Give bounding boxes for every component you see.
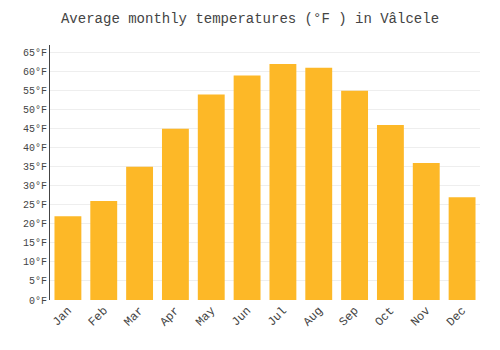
svg-text:Dec: Dec bbox=[444, 304, 469, 329]
svg-text:30°F: 30°F bbox=[23, 181, 47, 192]
svg-text:10°F: 10°F bbox=[23, 257, 47, 268]
svg-text:45°F: 45°F bbox=[23, 124, 47, 135]
svg-text:15°F: 15°F bbox=[23, 238, 47, 249]
svg-text:35°F: 35°F bbox=[23, 162, 47, 173]
svg-text:Feb: Feb bbox=[86, 304, 111, 329]
svg-text:0°F: 0°F bbox=[29, 296, 47, 307]
svg-text:Jan: Jan bbox=[50, 304, 75, 329]
svg-text:Oct: Oct bbox=[372, 304, 397, 329]
svg-text:50°F: 50°F bbox=[23, 105, 47, 116]
svg-text:May: May bbox=[193, 304, 218, 329]
svg-text:Nov: Nov bbox=[408, 304, 433, 329]
svg-text:25°F: 25°F bbox=[23, 200, 47, 211]
svg-text:65°F: 65°F bbox=[23, 48, 47, 59]
svg-text:Sep: Sep bbox=[336, 304, 361, 329]
svg-text:Aug: Aug bbox=[301, 304, 326, 329]
svg-text:20°F: 20°F bbox=[23, 219, 47, 230]
svg-text:Average monthly temperatures (: Average monthly temperatures (°F ) in Vâ… bbox=[61, 11, 439, 27]
svg-text:Apr: Apr bbox=[157, 304, 182, 329]
svg-text:Jul: Jul bbox=[265, 304, 290, 329]
svg-text:60°F: 60°F bbox=[23, 67, 47, 78]
svg-text:5°F: 5°F bbox=[29, 276, 47, 287]
svg-text:Mar: Mar bbox=[121, 304, 146, 329]
svg-text:40°F: 40°F bbox=[23, 143, 47, 154]
svg-text:55°F: 55°F bbox=[23, 86, 47, 97]
svg-text:Jun: Jun bbox=[229, 304, 254, 329]
